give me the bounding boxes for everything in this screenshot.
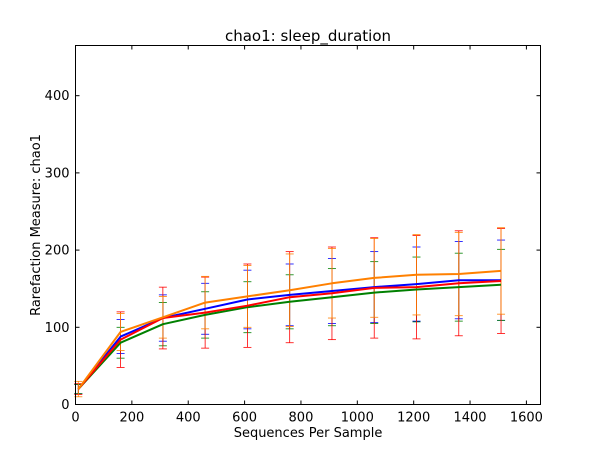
x-tick-label: 600 bbox=[232, 411, 257, 426]
x-tick-label: 1200 bbox=[397, 411, 430, 426]
series-line bbox=[77, 269, 502, 390]
y-tick-label: 400 bbox=[45, 89, 70, 104]
x-tick-label: 1400 bbox=[453, 411, 486, 426]
y-axis-label: Rarefaction Measure: chao1 bbox=[29, 134, 44, 316]
y-tick-label: 100 bbox=[45, 321, 70, 336]
axis-ticks: 0 200 400 600 800 1000 1200 1400 1600 0 100 200 300 4… bbox=[45, 45, 543, 426]
x-axis-label: Sequences Per Sample bbox=[234, 426, 383, 441]
x-tick-label: 400 bbox=[176, 411, 201, 426]
plot-area bbox=[74, 227, 506, 398]
y-tick-label: 0 bbox=[61, 398, 69, 413]
series-line bbox=[77, 283, 502, 390]
series-line bbox=[77, 280, 502, 390]
x-tick-label: 200 bbox=[119, 411, 144, 426]
x-tick-label: 0 bbox=[71, 411, 79, 426]
y-tick-label: 300 bbox=[45, 166, 70, 181]
x-tick-label: 800 bbox=[289, 411, 314, 426]
x-tick-label: 1600 bbox=[510, 411, 543, 426]
x-tick-label: 1000 bbox=[341, 411, 374, 426]
chart-title: chao1: sleep_duration bbox=[225, 27, 391, 46]
plot-frame bbox=[75, 45, 541, 405]
y-tick-label: 200 bbox=[45, 244, 70, 259]
